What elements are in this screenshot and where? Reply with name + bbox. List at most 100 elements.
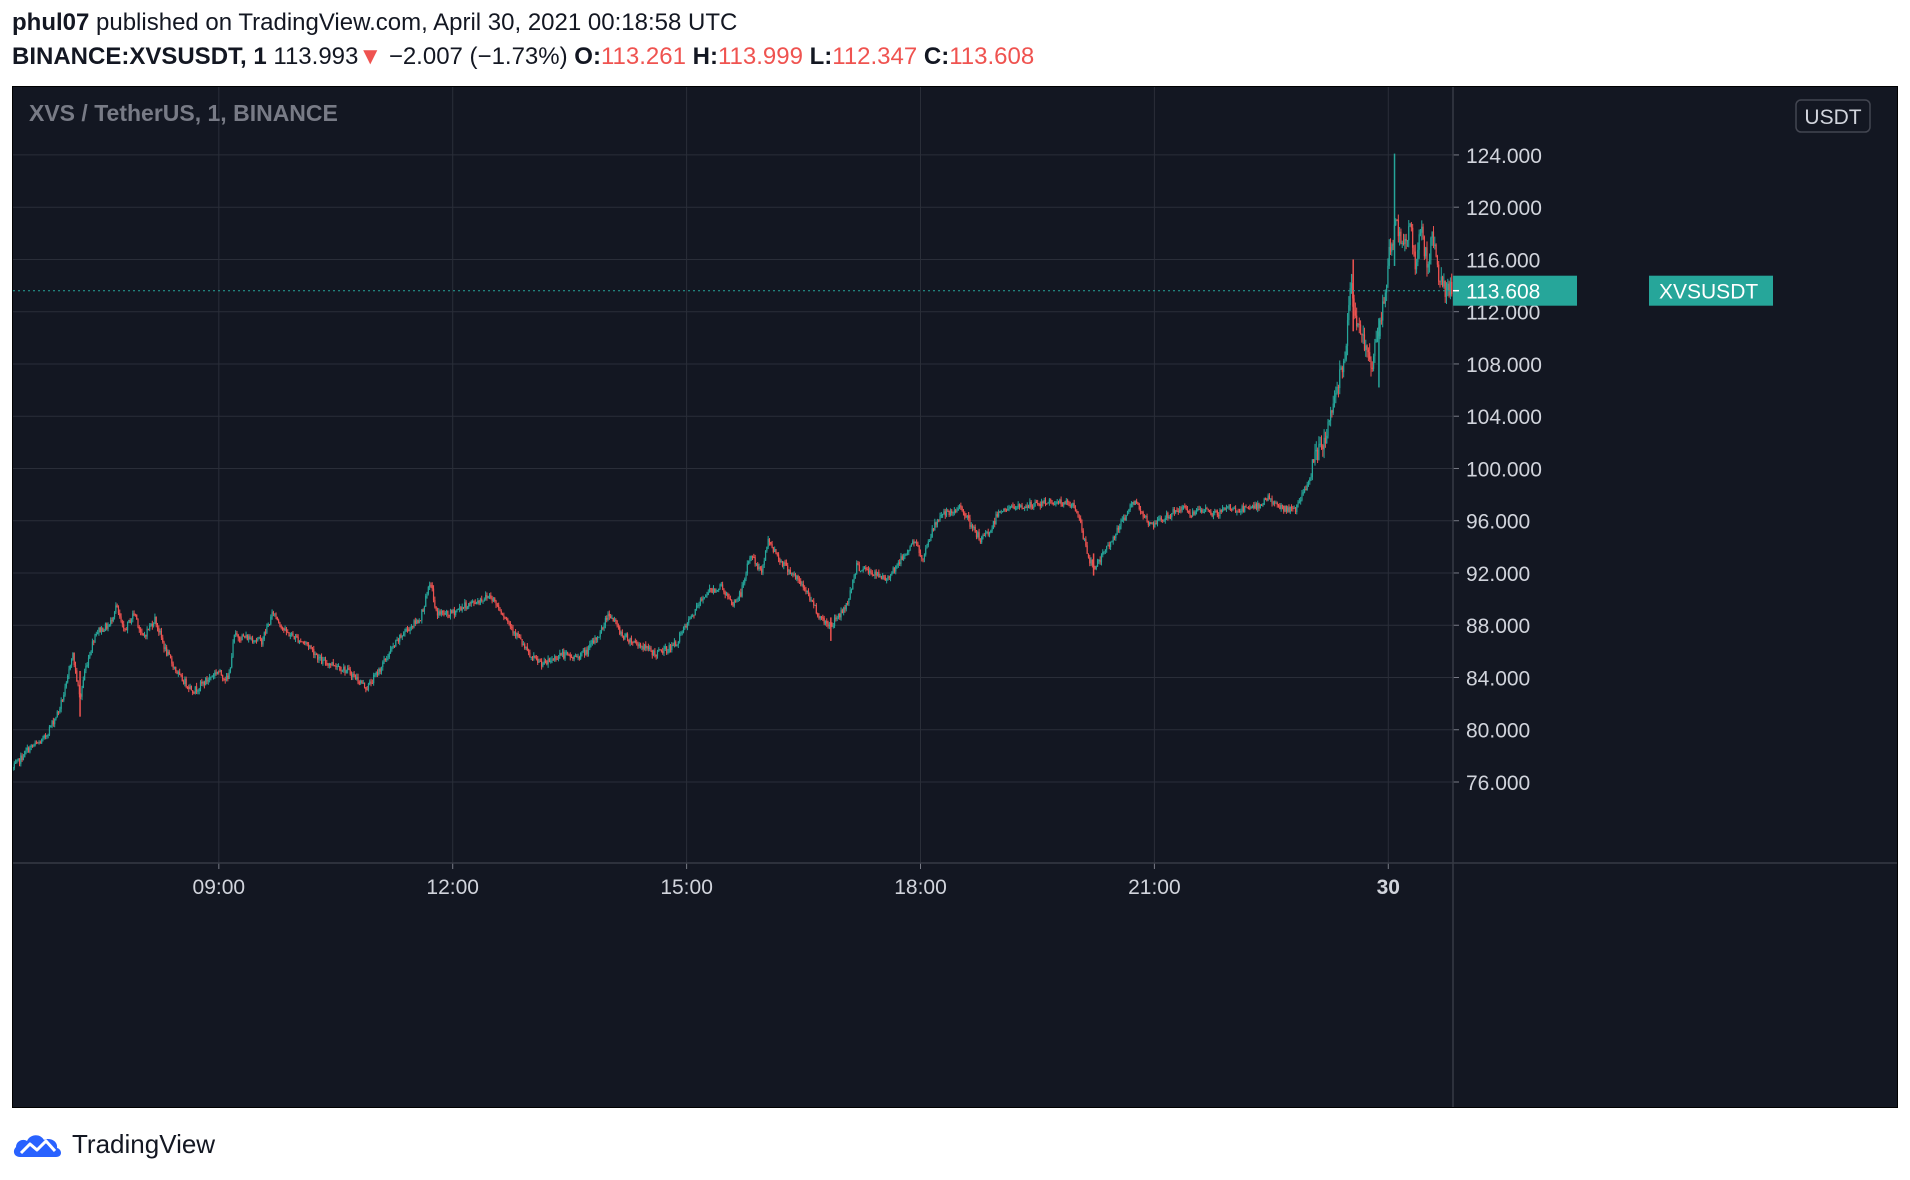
candle-body bbox=[464, 602, 466, 608]
x-axis[interactable]: 09:00 12:00 15:00 18:00 21:00 30 bbox=[193, 876, 1400, 899]
candle-body bbox=[925, 548, 927, 555]
candle-body bbox=[367, 684, 370, 690]
candle-body bbox=[1322, 445, 1324, 450]
candle-body bbox=[1047, 502, 1049, 504]
candle-body bbox=[886, 579, 888, 581]
candle-body bbox=[60, 699, 62, 709]
candle-body bbox=[711, 588, 713, 593]
candle-body bbox=[1025, 506, 1027, 509]
candle-body bbox=[698, 604, 700, 606]
candle-body bbox=[1046, 503, 1048, 505]
tradingview-cloud-logo-icon[interactable] bbox=[12, 1129, 64, 1159]
candle-body bbox=[262, 639, 264, 645]
candle-body bbox=[563, 651, 565, 659]
candle-body bbox=[169, 654, 172, 659]
candle-body bbox=[1287, 507, 1289, 512]
author-name[interactable]: phul07 bbox=[12, 9, 90, 36]
candle-body bbox=[1138, 504, 1140, 510]
candle-body bbox=[496, 604, 498, 606]
candle-body bbox=[416, 620, 418, 624]
candle-body bbox=[802, 583, 804, 588]
currency-button[interactable]: USDT bbox=[1795, 99, 1871, 133]
footer-brand[interactable]: TradingView bbox=[72, 1128, 216, 1159]
close-value: 113.608 bbox=[949, 43, 1035, 70]
candle-body bbox=[1020, 505, 1022, 507]
candle-body bbox=[288, 632, 290, 637]
candle-body bbox=[1177, 510, 1179, 513]
candle-body bbox=[1358, 323, 1360, 325]
candle-body bbox=[228, 671, 230, 679]
candle-body bbox=[323, 659, 325, 661]
candle-body bbox=[723, 588, 725, 593]
candle-body bbox=[865, 567, 867, 570]
candle-body bbox=[1240, 510, 1242, 513]
candle-body bbox=[1249, 508, 1251, 510]
candle-body bbox=[998, 511, 1000, 517]
candle-body bbox=[707, 592, 709, 596]
candle-body bbox=[822, 617, 824, 619]
candle-body bbox=[977, 532, 979, 538]
candle-body bbox=[38, 742, 40, 744]
candle-body bbox=[837, 613, 840, 618]
candle-body bbox=[1081, 522, 1083, 531]
candle-body bbox=[283, 628, 285, 631]
candle-body bbox=[219, 670, 221, 673]
candle-body bbox=[70, 658, 73, 666]
candle-body bbox=[1417, 249, 1419, 263]
candle-body bbox=[654, 650, 656, 655]
candle-body bbox=[142, 633, 144, 636]
candle-body bbox=[526, 646, 528, 651]
price-change: −2.007 (−1.73%) bbox=[388, 43, 568, 70]
candle-body bbox=[701, 599, 703, 601]
candle-body bbox=[26, 747, 28, 751]
candle-body bbox=[1083, 538, 1086, 540]
candle-body bbox=[1038, 503, 1040, 505]
chart-svg[interactable]: 76.000 80.000 84.000 88.000 92.000 96.000 100.… bbox=[13, 87, 1897, 1107]
candle-body bbox=[574, 656, 577, 658]
candle-body bbox=[253, 641, 255, 643]
candle-body bbox=[425, 595, 427, 607]
candle-body bbox=[945, 510, 948, 516]
candle-body bbox=[1372, 356, 1375, 369]
candle-body bbox=[358, 682, 360, 684]
candle-body bbox=[126, 621, 129, 631]
candle-body bbox=[1395, 220, 1397, 226]
y-tick-label: 124.000 bbox=[1466, 145, 1542, 168]
candle-body bbox=[1279, 505, 1281, 510]
open-value: 113.261 bbox=[600, 43, 686, 70]
candle-body bbox=[664, 646, 666, 650]
candle-body bbox=[1382, 301, 1384, 321]
candle-body bbox=[1367, 349, 1369, 353]
candle-body bbox=[1013, 507, 1015, 509]
candle-body bbox=[1159, 517, 1161, 519]
candle-body bbox=[472, 601, 474, 603]
candle-body bbox=[1311, 459, 1313, 478]
candle-body bbox=[199, 681, 202, 689]
candle-body bbox=[1383, 301, 1385, 304]
candle-body bbox=[106, 623, 108, 629]
candle-body bbox=[63, 694, 65, 701]
candle-body bbox=[1326, 435, 1328, 444]
candle-body bbox=[275, 613, 277, 618]
candle-body bbox=[1306, 484, 1308, 491]
candle-body bbox=[1392, 244, 1394, 246]
y-axis[interactable]: 76.000 80.000 84.000 88.000 92.000 96.000 100.… bbox=[1466, 145, 1542, 795]
candle-body bbox=[403, 633, 405, 637]
chart-panel[interactable]: 76.000 80.000 84.000 88.000 92.000 96.000 100.… bbox=[12, 86, 1898, 1108]
candle-body bbox=[1277, 504, 1280, 506]
candle-body bbox=[215, 672, 217, 674]
candle-body bbox=[313, 649, 315, 655]
candle-body bbox=[18, 758, 21, 764]
candle-body bbox=[1136, 501, 1138, 504]
candle-body bbox=[578, 656, 580, 659]
candle-body bbox=[468, 603, 470, 608]
symbol-label: BINANCE:XVSUSDT, 1 bbox=[12, 43, 267, 70]
candle-body bbox=[659, 649, 661, 651]
candle-body bbox=[17, 758, 19, 761]
candle-body bbox=[1211, 514, 1213, 517]
candle-body bbox=[1220, 509, 1222, 512]
candle-body bbox=[533, 655, 535, 658]
candle-body bbox=[1070, 506, 1073, 508]
candle-body bbox=[1227, 507, 1229, 509]
y-tick-label: 96.000 bbox=[1466, 511, 1530, 534]
